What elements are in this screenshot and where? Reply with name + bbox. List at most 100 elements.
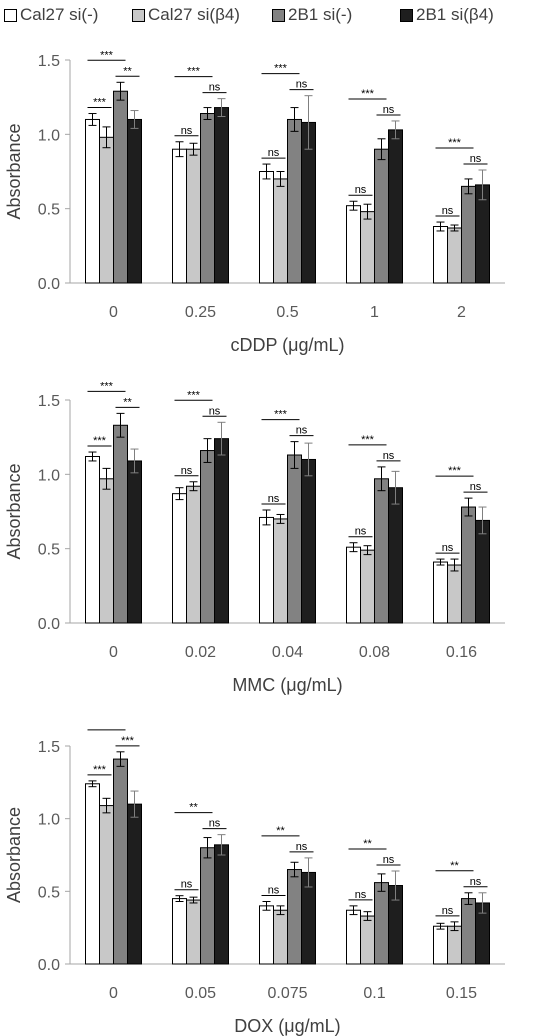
legend-item-2b1-si-b4: 2B1 si(β4): [400, 3, 494, 27]
significance-label: ns: [442, 905, 454, 917]
x-tick-label: 0.04: [272, 644, 303, 661]
bar: [360, 915, 375, 965]
significance-label: ns: [296, 425, 308, 437]
significance-label: ***: [361, 88, 375, 100]
chart-cddp: 0.00.51.01.5********ns***nsns***nsns***n…: [4, 49, 505, 355]
bar: [447, 564, 462, 624]
significance-label: ns: [383, 854, 395, 866]
bar: [433, 925, 448, 965]
significance-label: ns: [383, 104, 395, 116]
y-tick-label: 1.5: [38, 739, 60, 756]
bar: [273, 909, 288, 965]
legend-item-cal27-si-neg: Cal27 si(-): [4, 3, 98, 27]
legend-item-cal27-si-b4: Cal27 si(β4): [132, 3, 240, 27]
bar: [259, 516, 274, 624]
legend-swatch-2b1-si-b4: [400, 8, 413, 22]
y-axis-title: Absorbance: [4, 807, 24, 903]
significance-label: ns: [181, 879, 193, 891]
bar: [388, 487, 403, 624]
x-tick-label: 0: [109, 985, 118, 1002]
bar: [113, 424, 128, 624]
significance-label: ns: [355, 889, 367, 901]
significance-label: ns: [470, 876, 482, 888]
x-tick-label: 0.075: [267, 985, 307, 1002]
y-tick-label: 0.5: [38, 884, 60, 901]
bar: [360, 211, 375, 284]
significance-label: ns: [355, 184, 367, 196]
x-tick-label: 0.05: [185, 985, 216, 1002]
bar: [447, 227, 462, 284]
bar: [172, 493, 187, 624]
chart-mmc: 0.00.51.01.5********ns***nsns***nsns***n…: [4, 380, 505, 695]
significance-label: **: [123, 396, 132, 408]
bar: [287, 118, 302, 284]
bar: [346, 205, 361, 284]
bar: [127, 118, 142, 284]
bar: [127, 460, 142, 624]
bar: [214, 844, 229, 965]
significance-label: ns: [470, 481, 482, 493]
y-tick-label: 1.5: [38, 393, 60, 410]
significance-label: ***: [274, 63, 288, 75]
bar: [374, 148, 389, 284]
bar: [214, 107, 229, 284]
x-tick-label: 0.1: [363, 985, 385, 1002]
bar: [360, 549, 375, 624]
chart-legend: Cal27 si(-) Cal27 si(β4) 2B1 si(-) 2B1 s…: [0, 0, 533, 30]
bar: [461, 898, 476, 965]
bar: [127, 803, 142, 965]
bar: [447, 925, 462, 965]
significance-label: **: [450, 860, 459, 872]
significance-label: ns: [383, 450, 395, 462]
y-axis-title: Absorbance: [4, 123, 24, 219]
significance-label: ***: [448, 465, 462, 477]
significance-label: **: [276, 825, 285, 837]
y-tick-label: 0.0: [38, 616, 60, 633]
x-tick-label: 1: [370, 304, 379, 321]
significance-label: ns: [470, 153, 482, 165]
bar: [433, 561, 448, 624]
x-axis-title: DOX (μg/mL): [234, 1016, 340, 1036]
significance-label: ns: [181, 465, 193, 477]
y-axis-title: Absorbance: [4, 463, 24, 559]
bar: [172, 898, 187, 965]
legend-label: Cal27 si(-): [20, 5, 99, 24]
legend-swatch-cal27-si-neg: [4, 8, 17, 22]
bar: [461, 506, 476, 624]
x-tick-label: 0.5: [276, 304, 298, 321]
significance-label: ns: [442, 205, 454, 217]
bar: [374, 478, 389, 624]
x-tick-label: 0: [109, 644, 118, 661]
bar: [85, 783, 100, 965]
bar: [475, 519, 490, 624]
bar: [113, 758, 128, 965]
x-tick-label: 0.02: [185, 644, 216, 661]
bar: [99, 805, 114, 965]
bar: [200, 113, 215, 284]
y-tick-label: 1.0: [38, 127, 60, 144]
significance-label: ***: [93, 764, 107, 776]
significance-label: ***: [100, 49, 114, 61]
significance-label: ***: [100, 380, 114, 392]
bar: [85, 455, 100, 624]
significance-label: **: [102, 726, 111, 731]
y-tick-label: 0.0: [38, 276, 60, 293]
significance-label: ns: [355, 526, 367, 538]
bar: [259, 905, 274, 965]
bar: [99, 136, 114, 284]
bar: [273, 178, 288, 284]
bar: [273, 518, 288, 624]
bar: [99, 478, 114, 624]
significance-label: ns: [209, 82, 221, 94]
bar: [287, 869, 302, 965]
significance-label: ***: [187, 389, 201, 401]
y-tick-label: 1.0: [38, 812, 60, 829]
legend-swatch-cal27-si-b4: [132, 8, 145, 22]
bar: [346, 909, 361, 965]
significance-label: ns: [268, 147, 280, 159]
bar: [287, 454, 302, 624]
legend-label: Cal27 si(β4): [148, 5, 240, 24]
x-tick-label: 0.16: [446, 644, 477, 661]
y-tick-label: 0.5: [38, 542, 60, 559]
bar: [186, 148, 201, 284]
